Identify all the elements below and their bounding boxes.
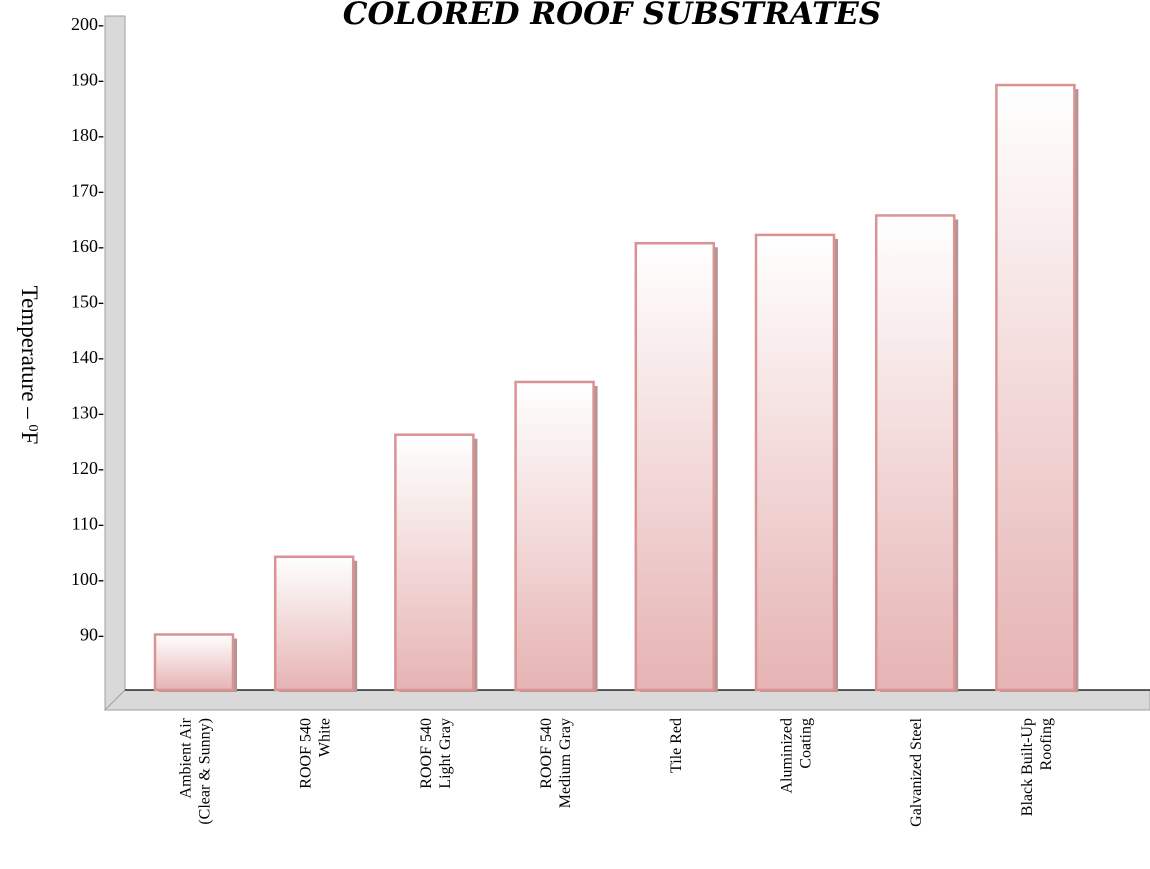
x-tick-label-line: Ambient Air — [178, 717, 195, 798]
x-tick-label-line: Galvanized Steel — [908, 717, 925, 826]
x-tick-label-line: ROOF 540 — [538, 718, 555, 789]
x-tick-label-line: Roofing — [1038, 718, 1055, 770]
x-tick-label: Aluminized Coating — [779, 718, 815, 794]
y-tick-label: 110- — [72, 514, 104, 534]
bars — [153, 83, 1079, 693]
y-axis-label-text: Temperature – — [17, 286, 42, 425]
x-tick-label-line: Aluminized — [779, 718, 796, 794]
bar — [273, 555, 355, 692]
x-tick-label-line: White — [317, 718, 334, 757]
x-axis: Ambient Air (Clear & Sunny) ROOF 540 White R… — [178, 717, 1055, 827]
x-tick-label-line: Tile Red — [668, 718, 685, 773]
y-axis-label-superscript: 0 — [26, 425, 41, 432]
floor — [103, 689, 1150, 711]
x-tick-label-line: ROOF 540 — [418, 718, 435, 789]
x-tick-label: Black Built-Up Roofing — [1019, 718, 1055, 816]
x-tick-label: ROOF 540 Medium Gray — [538, 718, 574, 808]
bar — [874, 214, 956, 692]
back-wall — [104, 15, 126, 711]
x-tick-label-line: Black Built-Up — [1019, 718, 1036, 816]
bar — [995, 83, 1076, 692]
y-tick-label: 130- — [71, 403, 104, 423]
y-tick-label: 180- — [71, 125, 104, 145]
x-tick-label: ROOF 540 White — [298, 718, 334, 789]
y-tick-label: 150- — [71, 292, 104, 312]
y-tick-label: 140- — [71, 347, 104, 367]
y-tick-label: 100- — [71, 569, 104, 589]
y-tick-label: 90- — [80, 625, 104, 645]
x-tick-label: Tile Red — [668, 718, 685, 773]
bar — [394, 433, 475, 692]
x-tick-label-line: ROOF 540 — [298, 718, 315, 789]
y-tick-label: 160- — [71, 236, 104, 256]
x-tick-label: ROOF 540 Light Gray — [418, 718, 454, 789]
y-tick-label: 200- — [71, 14, 104, 34]
x-tick-label-line: (Clear & Sunny) — [197, 718, 214, 825]
y-axis-label: Temperature – 0F — [17, 286, 42, 445]
y-tick-label: 190- — [71, 70, 104, 90]
x-tick-label: Galvanized Steel — [908, 717, 925, 826]
y-axis: 90- 100- 110- 120- 130- 140- 150- 160- 170- 180- 1… — [71, 14, 104, 645]
bar — [634, 241, 716, 692]
x-tick-label: Ambient Air (Clear & Sunny) — [178, 717, 214, 824]
chart-walls — [103, 15, 1150, 711]
y-tick-label: 170- — [71, 181, 104, 201]
bar — [153, 633, 235, 692]
chart-title: COLORED ROOF SUBSTRATES — [343, 0, 881, 32]
bar — [514, 380, 595, 692]
y-axis-label-unit: F — [17, 432, 42, 445]
bar — [754, 233, 836, 692]
x-tick-label-line: Light Gray — [437, 718, 454, 789]
y-tick-label: 120- — [71, 458, 104, 478]
x-tick-label-line: Coating — [798, 718, 815, 769]
x-tick-label-line: Medium Gray — [557, 718, 574, 808]
